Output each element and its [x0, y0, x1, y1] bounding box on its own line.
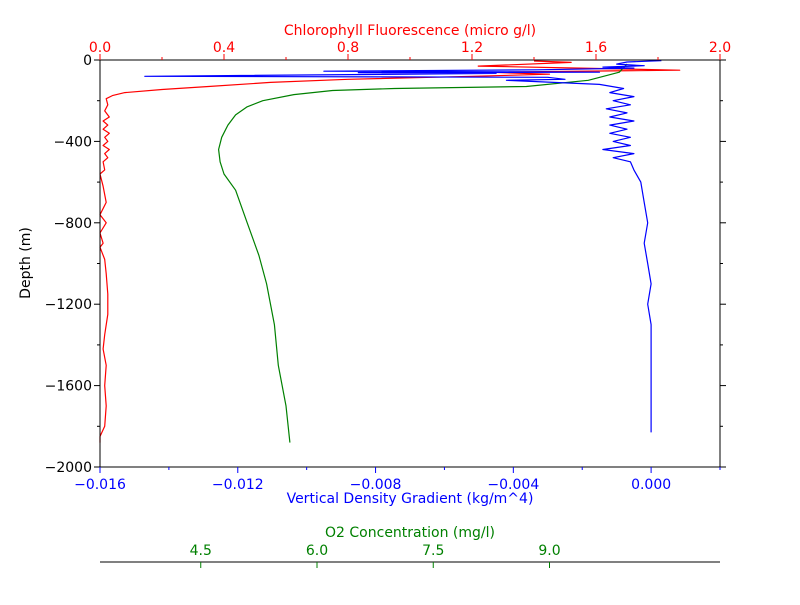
plot-series-group: [99, 60, 681, 443]
density-tick-label: −0.012: [212, 477, 264, 493]
chlorophyll-tick-label: 0.4: [213, 40, 235, 56]
oxygen-series-line: [218, 63, 628, 443]
y-tick-label: −2000: [45, 460, 92, 476]
chlorophyll-tick-label: 1.6: [585, 40, 607, 56]
chlorophyll-tick-label: 1.2: [461, 40, 483, 56]
axes-group: 0 −400 −800 −1200 −1600 −2000−0.016 −0.012 −0.0…: [45, 40, 731, 568]
y-axis-title: Depth (m): [18, 227, 34, 299]
density-tick-label: 0.000: [631, 477, 671, 493]
oxygen-tick-label: 4.5: [190, 543, 212, 559]
plot-frame: [99, 59, 721, 468]
y-tick-label: 0: [83, 53, 92, 69]
top-axis-title: Chlorophyll Fluorescence (micro g/l): [284, 23, 536, 39]
density-tick-label: −0.016: [74, 477, 126, 493]
chlorophyll-tick-label: 0.0: [89, 40, 111, 56]
oxygen-tick-label: 7.5: [422, 543, 444, 559]
oxygen-tick-label: 9.0: [538, 543, 560, 559]
oxygen-axis-title: O2 Concentration (mg/l): [325, 525, 495, 541]
y-tick-label: −400: [54, 134, 92, 150]
y-tick-label: −1200: [45, 297, 92, 313]
chlorophyll-series-line: [99, 60, 681, 443]
oxygen-tick-label: 6.0: [306, 543, 328, 559]
density-tick-label: −0.008: [350, 477, 402, 493]
density-series-line: [144, 60, 662, 433]
y-tick-label: −1600: [45, 379, 92, 395]
chlorophyll-tick-label: 2.0: [709, 40, 731, 56]
chlorophyll-tick-label: 0.8: [337, 40, 359, 56]
y-tick-label: −800: [54, 216, 92, 232]
bottom-axis-title: Vertical Density Gradient (kg/m^4): [287, 491, 534, 507]
density-tick-label: −0.004: [487, 477, 539, 493]
